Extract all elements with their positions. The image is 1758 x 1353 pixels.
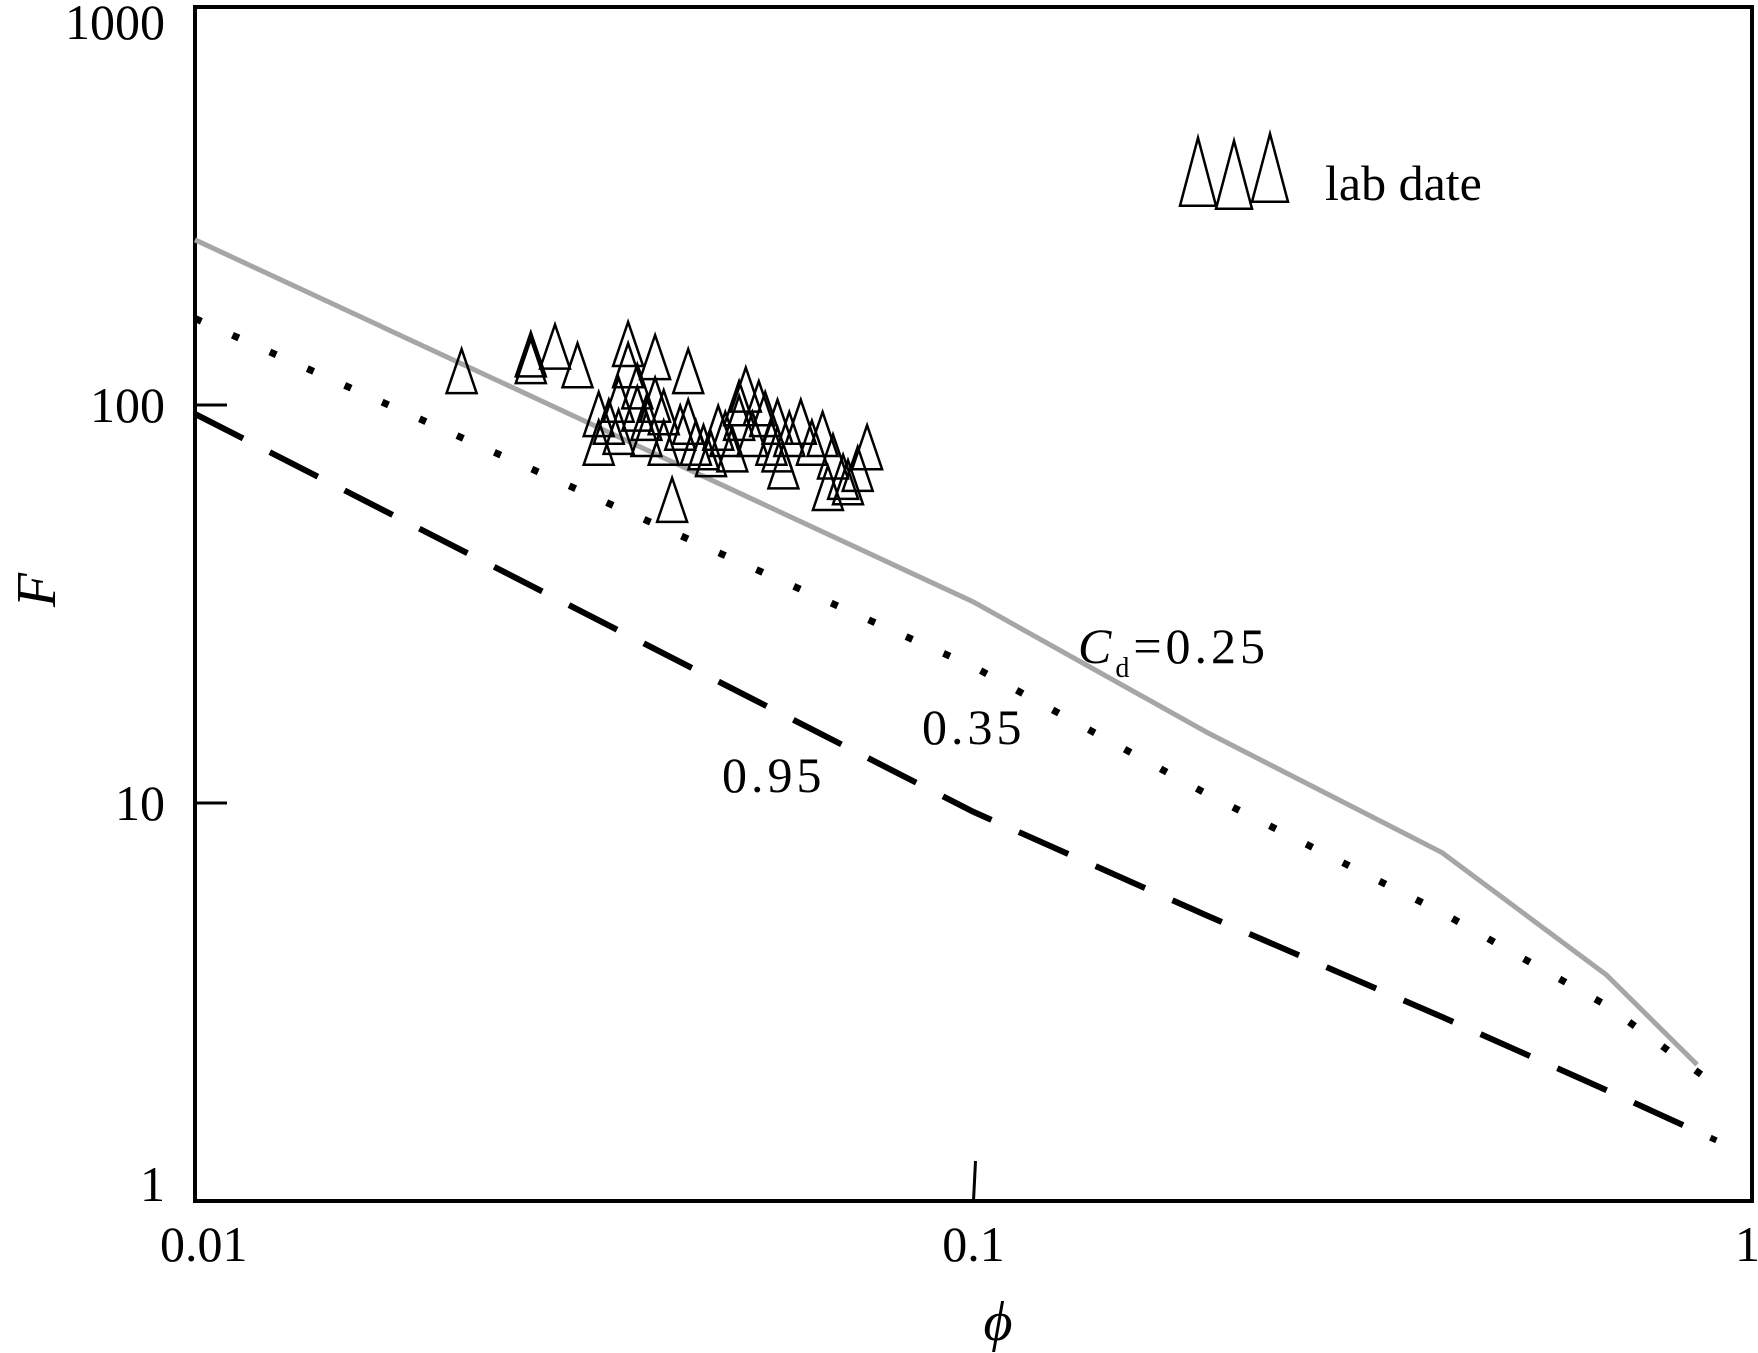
data-point — [784, 395, 818, 446]
x-tick-label: 0.01 — [160, 1216, 248, 1272]
axis-tick-labels: 1 10 100 1000 0.01 0.1 1 — [65, 0, 1758, 1272]
x-axis-title: ϕ — [984, 1291, 1013, 1353]
data-point — [831, 456, 865, 506]
y-tick-label: 10 — [115, 775, 165, 831]
data-point — [646, 416, 681, 466]
cd-symbol: C — [1078, 618, 1115, 674]
curve-cd-025 — [193, 237, 1699, 1067]
data-point — [601, 406, 636, 456]
y-tick-label: 1 — [140, 1156, 165, 1212]
data-point — [805, 408, 840, 458]
data-point — [795, 416, 829, 466]
curve-label-095: 0.95 — [722, 747, 826, 803]
y-tick-label: 100 — [90, 377, 165, 433]
data-point — [686, 421, 721, 471]
legend-marker — [1214, 135, 1254, 211]
data-point — [538, 320, 572, 370]
data-point — [620, 360, 655, 410]
data-point — [663, 401, 697, 452]
cd-subscript: d — [1115, 653, 1133, 684]
data-point — [816, 430, 850, 480]
data-point — [742, 377, 776, 427]
data-point — [772, 408, 807, 458]
y-tick-label: 1000 — [65, 0, 165, 50]
data-point — [766, 440, 801, 490]
data-point — [514, 328, 548, 378]
axis-ticks — [195, 403, 977, 1202]
data-point — [679, 416, 713, 466]
data-point — [701, 401, 735, 452]
x-tick — [972, 1160, 977, 1202]
y-axis-title: F — [6, 572, 68, 608]
data-point — [444, 345, 479, 395]
data-point — [638, 331, 672, 381]
legend-label: lab date — [1325, 155, 1482, 211]
x-tick-label: 0.1 — [942, 1216, 1005, 1272]
legend-markers — [1178, 128, 1290, 211]
lab-data-points — [444, 318, 884, 524]
legend-marker — [1178, 132, 1218, 208]
data-point — [611, 318, 645, 368]
data-point — [646, 386, 681, 436]
data-point — [694, 428, 728, 478]
data-point — [826, 451, 860, 501]
data-point — [708, 408, 743, 458]
model-curves — [193, 237, 1719, 1144]
data-point — [722, 377, 756, 427]
data-point — [671, 345, 705, 395]
data-point — [729, 363, 763, 413]
curve-label-035: 0.35 — [922, 699, 1026, 755]
cd-label: Cd=0.25 — [1078, 618, 1269, 684]
data-point — [611, 339, 645, 389]
data-point — [560, 339, 595, 389]
x-tick-label: 1 — [1735, 1216, 1758, 1272]
data-point — [655, 474, 689, 524]
legend: lab date — [1178, 128, 1482, 211]
legend-marker — [1250, 128, 1290, 204]
data-point — [514, 335, 548, 385]
data-point — [811, 462, 845, 512]
cd-value: =0.25 — [1133, 618, 1269, 674]
data-point — [638, 373, 672, 423]
curve-cd-095 — [193, 411, 1718, 1144]
data-point — [850, 421, 884, 471]
data-point — [735, 408, 770, 458]
